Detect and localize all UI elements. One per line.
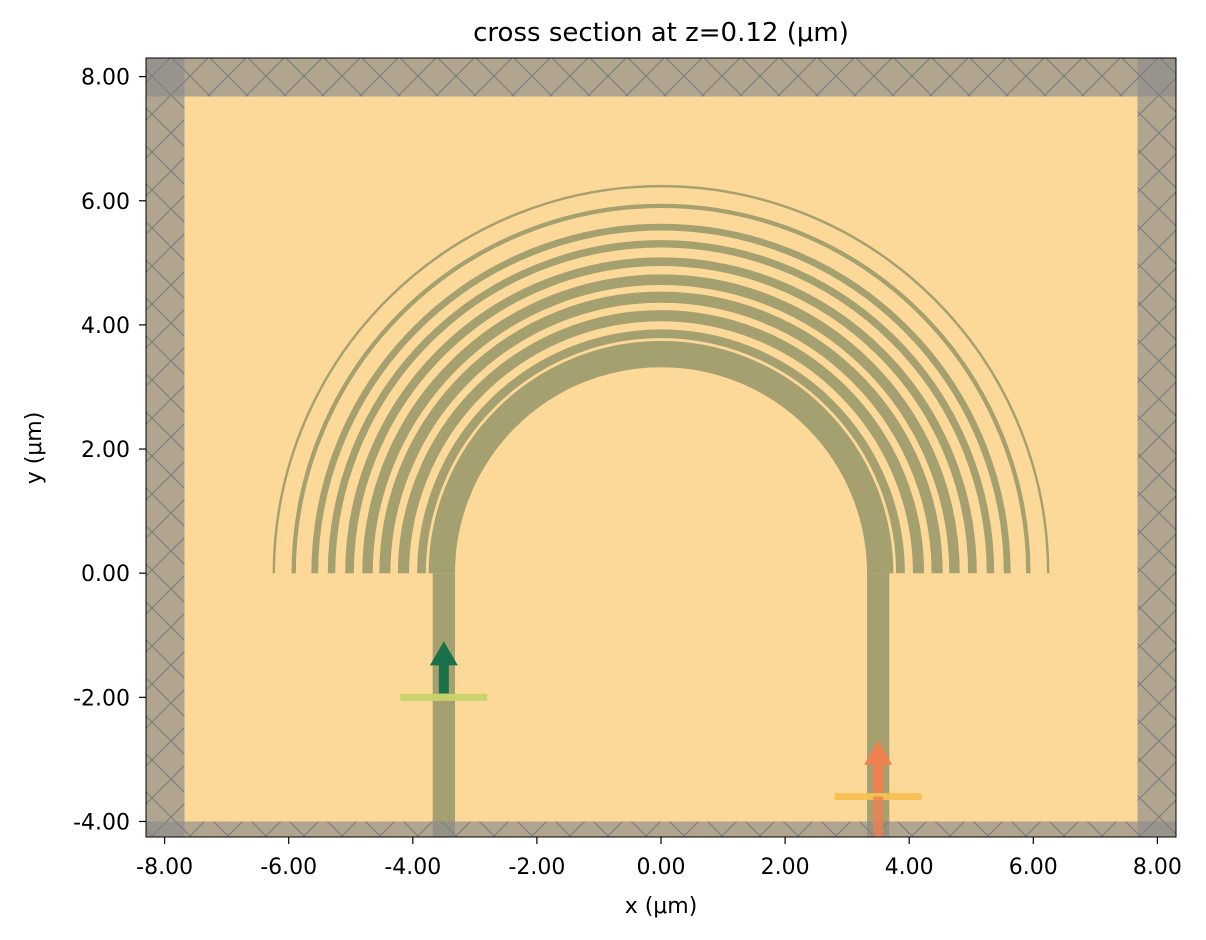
pml-bottom-hatch [146, 821, 1176, 837]
x-tick-label: 6.00 [1009, 855, 1058, 880]
y-tick-label: 4.00 [81, 314, 130, 339]
x-tick-label: 4.00 [885, 855, 934, 880]
plot-area [146, 58, 1176, 837]
ring-arc-7 [327, 240, 995, 574]
ring-arc-5 [362, 274, 960, 574]
y-tick-label: 2.00 [81, 438, 130, 463]
y-tick-label: 6.00 [81, 190, 130, 215]
y-axis-label: y (μm) [22, 412, 47, 485]
x-tick-label: 0.00 [637, 855, 686, 880]
monitor-arrow-head [864, 740, 893, 765]
x-tick-label: -8.00 [136, 855, 193, 880]
x-tick-label: -2.00 [508, 855, 565, 880]
ring-arc-10 [272, 185, 1050, 574]
ring-arc-2 [417, 329, 905, 574]
ring-arc-9 [291, 203, 1031, 574]
pml-right-hatch [1137, 58, 1176, 837]
x-axis-label: x (μm) [625, 894, 698, 919]
y-tick-label: 8.00 [81, 66, 130, 91]
ring-arc-8 [311, 223, 1011, 574]
x-tick-label: 8.00 [1133, 855, 1182, 880]
ring-arc-4 [379, 291, 943, 574]
pml-top-hatch [146, 58, 1176, 97]
sources-and-monitors [400, 641, 922, 837]
y-tick-label: -4.00 [73, 810, 130, 835]
x-tick-label: 2.00 [761, 855, 810, 880]
x-axis: -8.00 -6.00 -4.00 -2.00 0.00 2.00 4.00 6.00 8.00 [136, 837, 1182, 880]
chart-title: cross section at z=0.12 (μm) [473, 18, 849, 48]
waveguide-bend [432, 344, 890, 574]
x-tick-label: -4.00 [384, 855, 441, 880]
y-tick-label: -2.00 [73, 686, 130, 711]
pml-layer [146, 58, 1176, 837]
ring-arc-6 [345, 257, 977, 574]
source-arrow-head [429, 641, 458, 666]
pml-left-hatch [146, 58, 185, 837]
y-tick-label: 0.00 [81, 562, 130, 587]
x-tick-label: -6.00 [260, 855, 317, 880]
ring-arc-3 [397, 310, 925, 574]
simulation-background [146, 58, 1176, 837]
y-axis: -4.00 -2.00 0.00 2.00 4.00 6.00 8.00 [73, 66, 146, 835]
